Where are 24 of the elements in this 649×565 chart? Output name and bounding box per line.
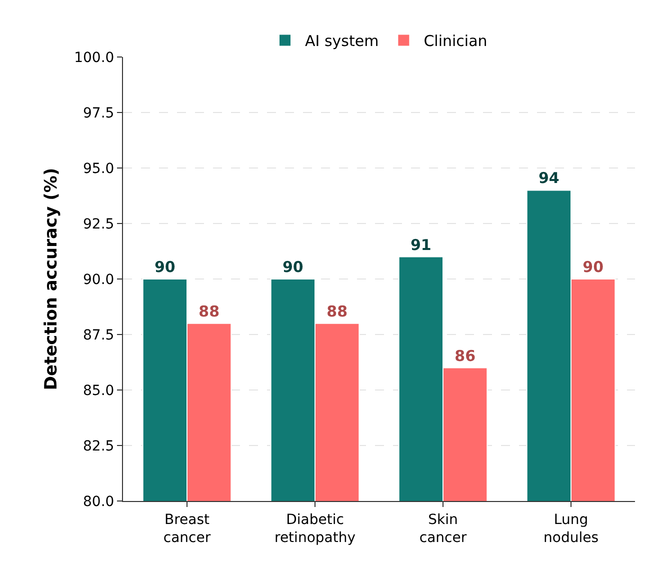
x-tick-label: Lung nodules <box>544 512 598 546</box>
data-label: 90 <box>154 258 176 276</box>
x-tick-label: Diabetic retinopathy <box>274 512 356 546</box>
y-tick-label: 85.0 <box>83 382 114 399</box>
data-label: 90 <box>582 258 604 276</box>
legend-label: Clinician <box>424 32 488 50</box>
y-tick-label: 95.0 <box>83 160 114 177</box>
data-label: 88 <box>198 302 220 320</box>
data-label: 94 <box>538 169 560 188</box>
y-tick-label: 87.5 <box>83 327 114 344</box>
data-label: 91 <box>410 236 432 254</box>
y-tick-label: 90.0 <box>83 272 114 288</box>
y-tick-label: 92.5 <box>83 216 114 232</box>
data-label: 88 <box>326 302 348 320</box>
y-tick-label: 100.0 <box>74 50 114 66</box>
legend-label: AI system <box>305 32 379 50</box>
x-tick-label: Skin cancer <box>419 512 467 546</box>
y-tick-label: 80.0 <box>83 494 114 510</box>
y-tick-label: 97.5 <box>83 105 114 122</box>
x-tick-label: Breast cancer <box>163 512 211 546</box>
data-label: 86 <box>454 346 476 365</box>
data-label: 90 <box>282 258 304 276</box>
y-axis-title: Detection accuracy (%) <box>42 168 62 390</box>
y-tick-label: 82.5 <box>83 438 114 454</box>
